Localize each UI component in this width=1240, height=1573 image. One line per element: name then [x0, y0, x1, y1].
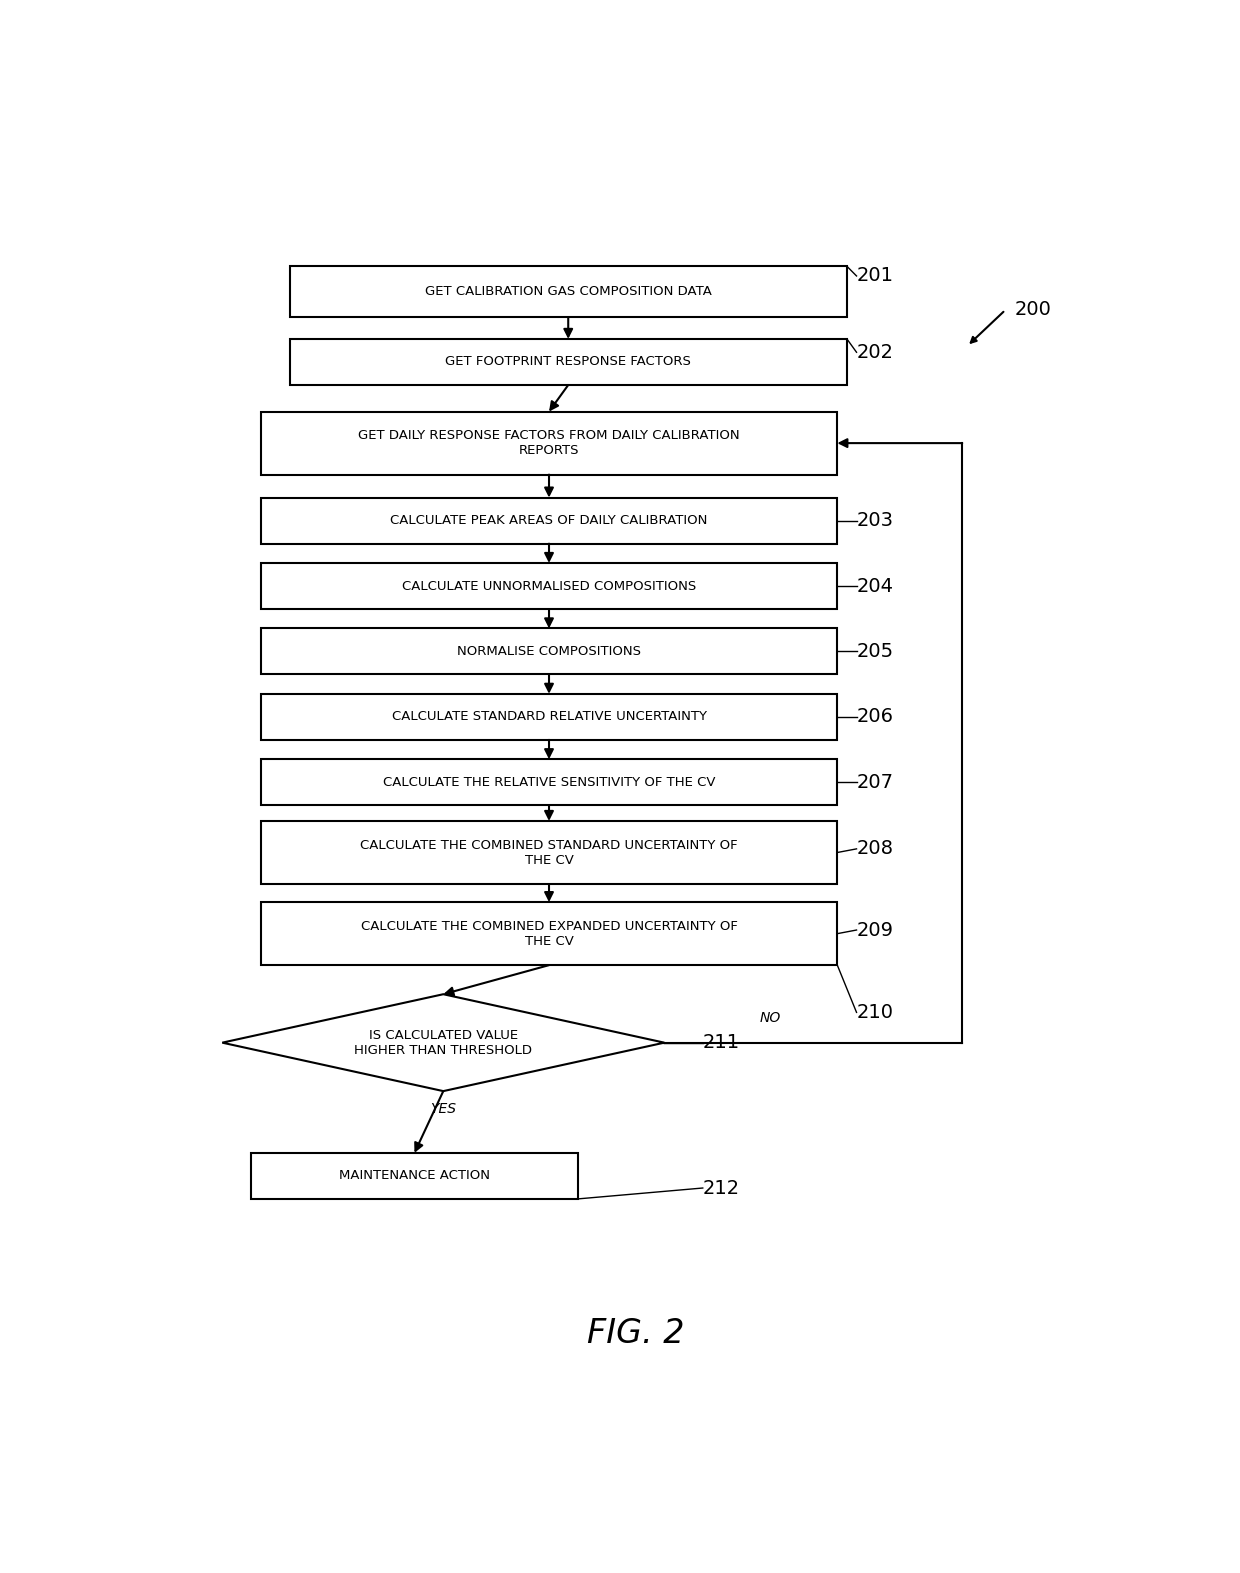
Text: MAINTENANCE ACTION: MAINTENANCE ACTION	[339, 1169, 490, 1183]
Text: 212: 212	[703, 1178, 740, 1197]
Text: CALCULATE THE COMBINED STANDARD UNCERTAINTY OF
THE CV: CALCULATE THE COMBINED STANDARD UNCERTAI…	[360, 838, 738, 867]
Text: CALCULATE STANDARD RELATIVE UNCERTAINTY: CALCULATE STANDARD RELATIVE UNCERTAINTY	[392, 711, 707, 724]
FancyBboxPatch shape	[290, 266, 847, 318]
FancyBboxPatch shape	[260, 821, 837, 884]
Text: 203: 203	[857, 511, 894, 530]
FancyBboxPatch shape	[260, 629, 837, 675]
FancyBboxPatch shape	[260, 903, 837, 966]
Text: GET CALIBRATION GAS COMPOSITION DATA: GET CALIBRATION GAS COMPOSITION DATA	[425, 285, 712, 299]
Text: 209: 209	[857, 920, 894, 939]
Text: GET DAILY RESPONSE FACTORS FROM DAILY CALIBRATION
REPORTS: GET DAILY RESPONSE FACTORS FROM DAILY CA…	[358, 429, 740, 458]
Text: 208: 208	[857, 840, 894, 859]
Text: 211: 211	[703, 1033, 740, 1052]
FancyBboxPatch shape	[260, 563, 837, 609]
Text: 207: 207	[857, 772, 894, 791]
Text: 210: 210	[857, 1004, 894, 1022]
Text: CALCULATE UNNORMALISED COMPOSITIONS: CALCULATE UNNORMALISED COMPOSITIONS	[402, 579, 696, 593]
FancyBboxPatch shape	[260, 412, 837, 475]
FancyBboxPatch shape	[290, 338, 847, 385]
FancyBboxPatch shape	[260, 760, 837, 805]
FancyBboxPatch shape	[260, 694, 837, 739]
FancyBboxPatch shape	[260, 497, 837, 544]
Text: YES: YES	[430, 1103, 456, 1117]
Text: CALCULATE PEAK AREAS OF DAILY CALIBRATION: CALCULATE PEAK AREAS OF DAILY CALIBRATIO…	[391, 514, 708, 527]
Text: NORMALISE COMPOSITIONS: NORMALISE COMPOSITIONS	[458, 645, 641, 658]
Text: 204: 204	[857, 577, 894, 596]
Text: 205: 205	[857, 642, 894, 661]
Text: NO: NO	[759, 1011, 781, 1026]
FancyBboxPatch shape	[250, 1153, 578, 1199]
Text: CALCULATE THE COMBINED EXPANDED UNCERTAINTY OF
THE CV: CALCULATE THE COMBINED EXPANDED UNCERTAI…	[361, 920, 738, 947]
Text: 202: 202	[857, 343, 894, 362]
Polygon shape	[222, 994, 665, 1092]
Text: GET FOOTPRINT RESPONSE FACTORS: GET FOOTPRINT RESPONSE FACTORS	[445, 355, 691, 368]
Text: 201: 201	[857, 266, 894, 285]
Text: IS CALCULATED VALUE
HIGHER THAN THRESHOLD: IS CALCULATED VALUE HIGHER THAN THRESHOL…	[355, 1029, 532, 1057]
Text: CALCULATE THE RELATIVE SENSITIVITY OF THE CV: CALCULATE THE RELATIVE SENSITIVITY OF TH…	[383, 775, 715, 788]
Text: FIG. 2: FIG. 2	[587, 1317, 684, 1350]
Text: 206: 206	[857, 708, 894, 727]
Text: 200: 200	[1016, 300, 1052, 319]
